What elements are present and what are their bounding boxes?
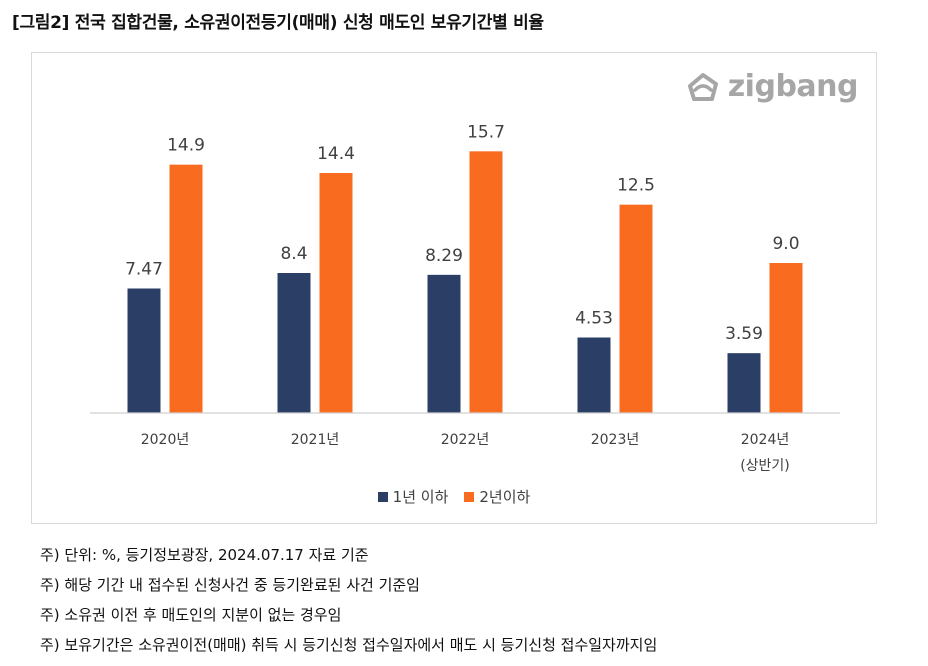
chart-title: [그림2] 전국 집합건물, 소유권이전등기(매매) 신청 매도인 보유기간별 … [12, 13, 544, 33]
bar-series-2-2 [469, 151, 503, 413]
bar-series-2-1 [319, 173, 353, 413]
x-tick-label-0: 2020년 [141, 432, 190, 448]
footnote: 주) 보유기간은 소유권이전(매매) 취득 시 등기신청 접수일자에서 매도 시… [40, 636, 658, 654]
data-label-series-1-2: 8.29 [425, 246, 463, 266]
data-label-series-2-3: 12.5 [617, 176, 655, 196]
legend-swatch-series-2 [464, 491, 475, 502]
bar-series-2-0 [169, 164, 203, 413]
footnote: 주) 단위: %, 등기정보광장, 2024.07.17 자료 기준 [40, 546, 369, 564]
logo-text: zigbang [727, 69, 859, 104]
x-tick-label-1: 2021년 [291, 432, 340, 448]
data-label-series-1-0: 7.47 [125, 260, 163, 280]
zigbang-logo: zigbang [686, 69, 859, 104]
footnotes: 주) 단위: %, 등기정보광장, 2024.07.17 자료 기준 주) 해당… [40, 540, 657, 660]
data-label-series-2-1: 14.4 [317, 144, 355, 164]
bar-series-2-4 [769, 263, 803, 413]
bar-series-1-2 [427, 274, 461, 413]
bar-chart: 7.47 14.9 8.4 14.4 8.29 15.7 4.53 12.5 3.59 9.0 2… [90, 122, 840, 474]
bar-series-1-0 [127, 288, 161, 413]
bar-series-1-3 [577, 337, 611, 413]
chart-frame: zigbang 7.47 14.9 8.4 14.4 8.29 15.7 4.53 12.5 3… [31, 52, 877, 524]
data-label-series-1-4: 3.59 [725, 324, 763, 344]
data-label-series-2-0: 14.9 [167, 136, 205, 156]
x-tick-label-2: 2022년 [441, 432, 490, 448]
footnote: 주) 해당 기간 내 접수된 신청사건 중 등기완료된 사건 기준임 [40, 576, 420, 594]
bar-series-1-1 [277, 273, 311, 413]
data-label-series-1-3: 4.53 [575, 309, 613, 329]
legend-item-series-1: 1년 이하 [377, 486, 449, 507]
x-tick-label-3: 2023년 [591, 432, 640, 448]
zigbang-logo-icon [687, 72, 718, 101]
data-label-series-2-4: 9.0 [772, 234, 799, 254]
data-label-series-1-1: 8.4 [280, 244, 307, 264]
x-tick-label-4: 2024년 [741, 432, 790, 448]
bar-series-2-3 [619, 204, 653, 413]
x-tick-label-4-line-2: (상반기) [740, 458, 790, 474]
legend: 1년 이하 2년이하 [32, 486, 876, 507]
footnote: 주) 소유권 이전 후 매도인의 지분이 없는 경우임 [40, 606, 342, 624]
legend-label-series-2: 2년이하 [479, 488, 531, 506]
legend-swatch-series-1 [377, 491, 388, 502]
legend-label-series-1: 1년 이하 [392, 488, 449, 506]
bar-series-1-4 [727, 353, 761, 413]
data-label-series-2-2: 15.7 [467, 122, 505, 142]
legend-item-series-2: 2년이하 [464, 486, 530, 507]
